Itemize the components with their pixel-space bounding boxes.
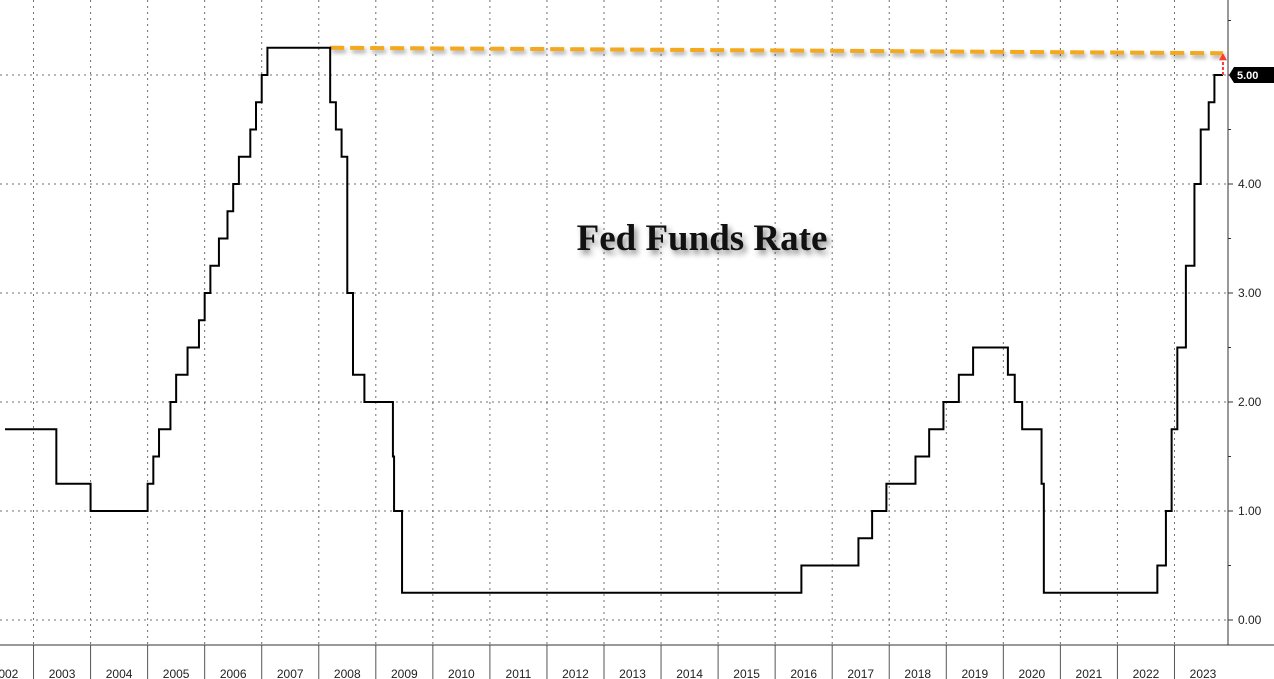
y-tick-label: 2.00	[1238, 395, 1262, 409]
series-line	[5, 46, 1223, 594]
x-tick-label: 2013	[619, 667, 646, 679]
x-tick-label: 2023	[1190, 667, 1217, 679]
x-tick-label: 2012	[562, 667, 589, 679]
x-tick-label: 2009	[391, 667, 418, 679]
x-tick-label: 2002	[0, 667, 19, 679]
y-tick-labels: 0.00 1.00 2.00 3.00 4.00	[1238, 177, 1262, 627]
x-tick-label: 2010	[448, 667, 475, 679]
increase-arrow-group	[1218, 53, 1227, 75]
x-tick-label: 2018	[904, 667, 931, 679]
series-layer	[5, 46, 1223, 594]
last-value-badge-group: 5.00	[1229, 67, 1274, 83]
x-tick-label: 2019	[961, 667, 988, 679]
x-tick-label: 2005	[163, 667, 190, 679]
y-tick-label: 4.00	[1238, 177, 1262, 191]
y-tick-label: 1.00	[1238, 504, 1262, 518]
x-tick-label: 2004	[106, 667, 133, 679]
x-tick-label: 2021	[1076, 667, 1103, 679]
last-value-label: 5.00	[1237, 70, 1258, 82]
y-tick-label: 3.00	[1238, 286, 1262, 300]
projection-line-group	[330, 45, 1223, 56]
x-tick-labels: 2002 2003 2004 2005 2006 2007 2008 2009 2010 2011…	[0, 667, 1217, 679]
x-tick-label: 2003	[49, 667, 76, 679]
x-tick-label: 2011	[506, 667, 532, 679]
projection-line	[330, 45, 1223, 56]
increase-arrow-head	[1218, 53, 1227, 61]
x-tick-label: 2017	[847, 667, 874, 679]
x-tick-label: 2022	[1133, 667, 1160, 679]
y-tick-label: 0.00	[1238, 613, 1262, 627]
x-tick-label: 2014	[676, 667, 703, 679]
x-tick-label: 2007	[277, 667, 304, 679]
chart-title: Fed Funds Rate	[577, 218, 828, 259]
x-tick-label: 2015	[733, 667, 760, 679]
x-tick-label: 2020	[1019, 667, 1046, 679]
x-tick-label: 2016	[790, 667, 817, 679]
x-tick-label: 2008	[334, 667, 361, 679]
x-tick-label: 2006	[220, 667, 247, 679]
last-value-badge	[1229, 67, 1274, 83]
